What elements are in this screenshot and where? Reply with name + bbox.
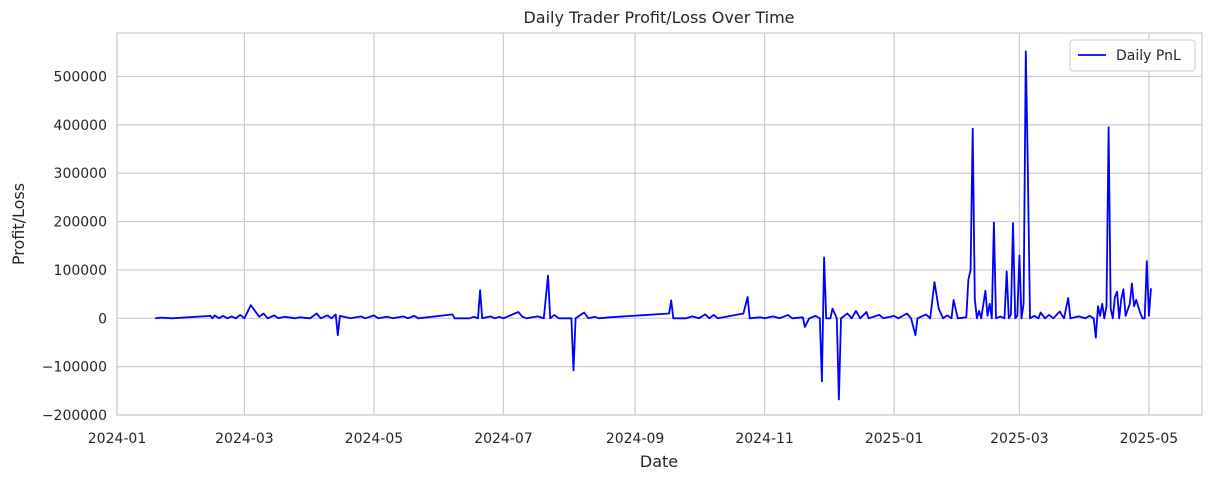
chart-title: Daily Trader Profit/Loss Over Time	[523, 8, 794, 27]
x-tick-label: 2024-07	[474, 431, 533, 447]
x-tick-label: 2024-03	[215, 431, 274, 447]
y-tick-label: −200000	[42, 408, 107, 424]
x-tick-label: 2024-05	[345, 431, 404, 447]
plot-frame	[116, 32, 1203, 416]
x-axis-title: Date	[640, 452, 678, 471]
x-tick-label: 2025-03	[990, 431, 1049, 447]
series-line-daily-pnl	[155, 50, 1152, 401]
plot-area-background	[117, 33, 1202, 415]
y-tick-label: 200000	[54, 215, 107, 231]
y-tick-label: 100000	[54, 263, 107, 279]
x-tick-label: 2024-09	[606, 431, 665, 447]
y-tick-labels: −200000 −100000 0 100000 200000 300000 400000 5…	[42, 70, 107, 424]
y-tick-label: −100000	[42, 360, 107, 376]
y-tick-label: 500000	[54, 70, 107, 86]
y-tick-label: 0	[98, 311, 107, 327]
x-tick-labels: 2024-01 2024-03 2024-05 2024-07 2024-09 2024-…	[88, 431, 1178, 447]
x-tick-label: 2024-11	[735, 431, 794, 447]
y-axis-title: Profit/Loss	[9, 183, 28, 265]
legend-box	[1069, 39, 1196, 72]
x-tick-label: 2025-01	[865, 431, 924, 447]
y-tick-label: 300000	[54, 166, 107, 182]
y-tick-label: 400000	[54, 118, 107, 134]
x-tick-label: 2025-05	[1120, 431, 1179, 447]
legend-label-daily-pnl: Daily PnL	[1116, 48, 1181, 64]
legend: Daily PnL	[1069, 39, 1196, 72]
x-tick-label: 2024-01	[88, 431, 147, 447]
